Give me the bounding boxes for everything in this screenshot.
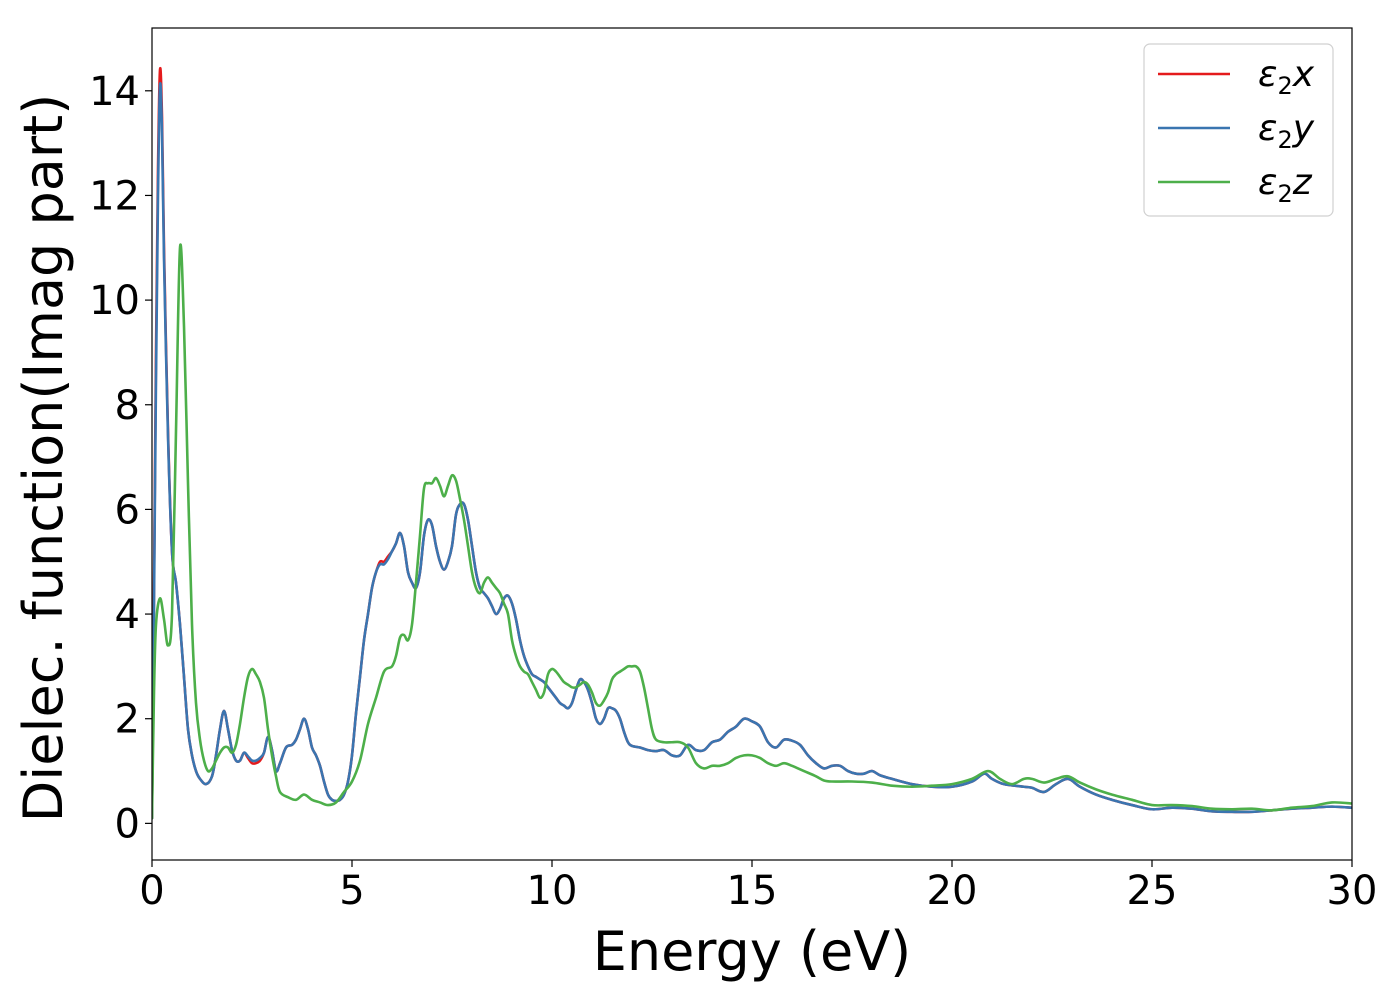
series-line-y bbox=[152, 82, 1352, 820]
tick-marks: 0 5 10 15 20 25 30 0 2 4 6 8 10 12 14 bbox=[89, 69, 1377, 914]
y-tick-label: 6 bbox=[115, 487, 140, 533]
x-tick-label: 25 bbox=[1127, 868, 1178, 914]
series-lines bbox=[152, 66, 1352, 820]
legend-item: ε2x bbox=[1158, 54, 1315, 100]
legend-label: ε2z bbox=[1258, 162, 1313, 208]
y-axis-label: Dielec. function(Imag part) bbox=[12, 94, 75, 823]
x-tick-label: 15 bbox=[727, 868, 778, 914]
x-tick-label: 30 bbox=[1327, 868, 1378, 914]
y-tick-label: 12 bbox=[89, 173, 140, 219]
y-tick-label: 14 bbox=[89, 69, 140, 115]
y-tick-label: 4 bbox=[115, 592, 140, 638]
x-tick-label: 20 bbox=[927, 868, 978, 914]
x-tick-label: 0 bbox=[139, 868, 164, 914]
x-tick-label: 10 bbox=[527, 868, 578, 914]
legend: ε2x ε2y ε2z bbox=[1143, 43, 1334, 217]
legend-box bbox=[1143, 43, 1334, 217]
y-tick-label: 8 bbox=[115, 383, 140, 429]
series-line-z bbox=[152, 243, 1352, 820]
legend-item: ε2y bbox=[1158, 108, 1315, 154]
y-tick-label: 10 bbox=[89, 278, 140, 324]
x-axis-label: Energy (eV) bbox=[593, 920, 912, 983]
legend-label: ε2y bbox=[1258, 108, 1315, 154]
y-tick-label: 2 bbox=[115, 697, 140, 743]
legend-label: ε2x bbox=[1258, 54, 1315, 100]
y-tick-label: 0 bbox=[115, 801, 140, 847]
x-tick-label: 5 bbox=[339, 868, 364, 914]
legend-item: ε2z bbox=[1158, 162, 1313, 208]
